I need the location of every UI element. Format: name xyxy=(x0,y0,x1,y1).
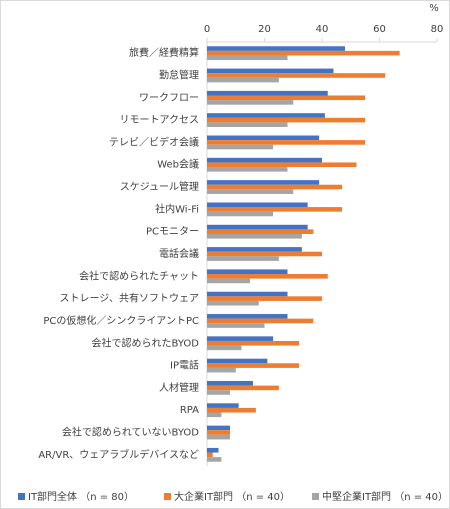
bar xyxy=(207,345,242,351)
bar xyxy=(207,50,400,56)
y-tick-label: PCの仮想化／シンクライアントPC xyxy=(43,314,199,327)
bar xyxy=(207,425,230,431)
bar xyxy=(207,233,302,239)
bar xyxy=(207,211,274,217)
bar xyxy=(207,77,279,83)
y-tick-label: テレビ／ビデオ会議 xyxy=(109,135,199,148)
y-tick-label: 会社で認められたBYOD xyxy=(92,336,200,349)
x-tick-label: 20 xyxy=(258,24,271,35)
y-tick-label: 電話会議 xyxy=(159,247,199,260)
bar xyxy=(207,157,322,163)
x-tick-label: 60 xyxy=(373,24,386,35)
bar xyxy=(207,314,288,319)
bar xyxy=(207,189,294,194)
y-tick-label: 旅費／経費精算 xyxy=(129,46,199,59)
bar xyxy=(207,229,314,234)
y-tick-label: 社内Wi-Fi xyxy=(155,202,199,215)
bar xyxy=(207,403,239,408)
legend-label: IT部門全体 （n = 80） xyxy=(28,490,134,503)
bar xyxy=(207,291,288,297)
bar xyxy=(207,323,265,328)
bar xyxy=(207,95,366,101)
y-tick-label: 会社で認められたチャット xyxy=(79,269,199,282)
bar xyxy=(207,278,251,284)
bar xyxy=(207,202,308,208)
bar xyxy=(207,140,366,145)
bar xyxy=(207,90,328,96)
legend-swatch xyxy=(18,493,25,500)
bar xyxy=(207,358,268,364)
bar xyxy=(207,340,299,346)
bar xyxy=(207,380,253,386)
bar xyxy=(207,100,294,105)
bar xyxy=(207,434,230,440)
bar xyxy=(207,167,288,172)
bar xyxy=(207,224,308,230)
bar xyxy=(207,412,222,418)
bar xyxy=(207,300,259,306)
y-tick-label: AR/VR、ウェアラブルデバイスなど xyxy=(38,448,199,461)
y-tick-label: リモートアクセス xyxy=(120,114,200,126)
bar xyxy=(207,135,320,141)
bar xyxy=(207,247,302,252)
bar xyxy=(207,385,279,391)
y-tick-label: Web会議 xyxy=(157,158,199,171)
x-tick-label: 0 xyxy=(204,24,210,35)
bar xyxy=(207,144,274,150)
x-tick-label: 40 xyxy=(316,24,329,35)
x-axis-unit: % xyxy=(429,3,439,14)
bar xyxy=(207,447,219,453)
bar xyxy=(207,363,299,368)
bar xyxy=(207,367,236,373)
bar xyxy=(207,430,230,435)
bar xyxy=(207,452,213,458)
bar xyxy=(207,269,288,275)
bar xyxy=(207,46,345,51)
legend-label: 大企業IT部門 （n = 40） xyxy=(174,490,290,503)
y-tick-label: 会社で認められていないBYOD xyxy=(62,426,199,439)
bar xyxy=(207,390,230,395)
bar xyxy=(207,113,325,118)
y-tick-label: スケジュール管理 xyxy=(120,180,199,193)
legend-label: 中堅企業IT部門 （n = 40） xyxy=(322,490,448,503)
bar xyxy=(207,117,366,123)
bar xyxy=(207,336,274,341)
y-tick-label: PCモニター xyxy=(146,226,199,238)
bar xyxy=(207,407,256,413)
legend-swatch xyxy=(164,493,171,500)
bar xyxy=(207,122,288,128)
bar xyxy=(207,296,322,301)
bar xyxy=(207,184,343,190)
y-tick-label: ワークフロー xyxy=(139,92,199,104)
bar xyxy=(207,68,334,74)
bar xyxy=(207,256,279,261)
y-tick-label: ストレージ、共有ソフトウェア xyxy=(60,292,200,305)
bar xyxy=(207,457,222,462)
y-tick-label: 勤怠管理 xyxy=(159,68,199,81)
bar xyxy=(207,180,320,185)
bar xyxy=(207,73,386,78)
bar xyxy=(207,251,322,257)
bar xyxy=(207,162,357,168)
legend-swatch xyxy=(312,493,319,500)
bar xyxy=(207,55,288,61)
bar xyxy=(207,318,314,324)
bar xyxy=(207,207,343,212)
y-tick-label: 人材管理 xyxy=(159,381,199,394)
bar xyxy=(207,274,328,279)
y-tick-label: IP電話 xyxy=(170,359,199,372)
y-tick-label: RPA xyxy=(180,405,199,416)
x-tick-label: 80 xyxy=(431,24,444,35)
